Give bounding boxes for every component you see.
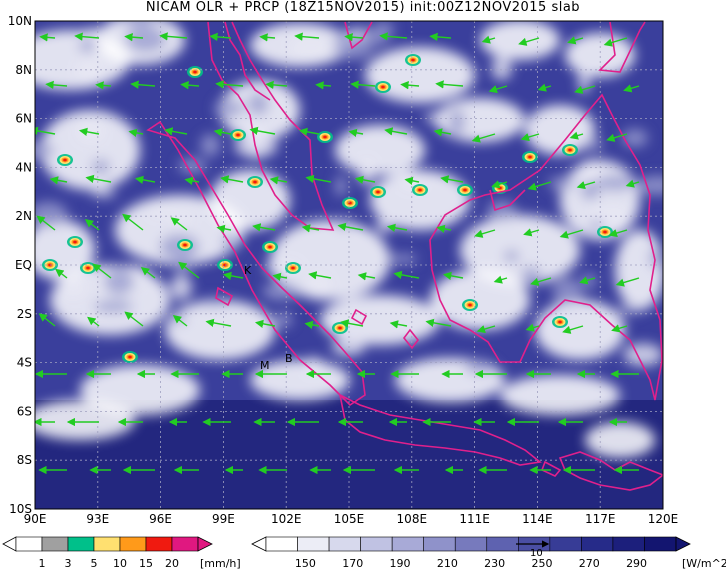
olr-tick-label: 230 — [484, 557, 505, 570]
precip-tick-label: 1 — [39, 557, 46, 570]
olr-swatch — [423, 536, 456, 552]
y-tick-label: 4S — [17, 356, 32, 370]
x-tick-label: 99E — [212, 512, 235, 526]
olr-tick-label: 290 — [626, 557, 647, 570]
precip-tick-label: 3 — [65, 557, 72, 570]
precip-tick-label: 10 — [113, 557, 127, 570]
x-tick-label: 114E — [522, 512, 553, 526]
x-tick-label: 93E — [86, 512, 109, 526]
y-tick-label: 8S — [17, 453, 32, 467]
y-tick-label: 10N — [8, 14, 32, 28]
precip-swatch — [145, 536, 173, 552]
olr-swatch — [265, 536, 298, 552]
reference-wind-label: 10 — [530, 548, 543, 559]
x-tick-label: 120E — [648, 512, 679, 526]
olr-field: K M B — [35, 21, 663, 509]
precip-tick-label: 20 — [165, 557, 179, 570]
olr-swatch — [612, 536, 645, 552]
olr-tick-label: 210 — [437, 557, 458, 570]
precip-swatch — [67, 536, 95, 552]
map-frame — [34, 20, 664, 510]
grid-lines — [35, 21, 663, 509]
olr-tick-label: 150 — [295, 557, 316, 570]
station-marker-k: K — [244, 264, 252, 277]
y-tick-label: 2N — [15, 209, 32, 223]
olr-swatch — [454, 536, 488, 552]
olr-swatch — [328, 536, 361, 552]
precip-swatch — [15, 536, 43, 552]
precip-colorbar: 1 3 5 10 15 20 [mm/h] — [2, 536, 241, 570]
olr-swatch — [549, 536, 582, 552]
precip-swatch — [41, 536, 69, 552]
x-tick-label: 96E — [149, 512, 172, 526]
precip-swatch — [119, 536, 147, 552]
olr-tick-label: 250 — [531, 557, 552, 570]
x-axis-labels: 90E 93E 96E 99E 102E 105E 108E 111E 114E 117E 120E — [24, 512, 679, 526]
olr-tick-label: 190 — [390, 557, 411, 570]
precip-tick-label: 5 — [91, 557, 98, 570]
olr-swatch — [391, 536, 424, 552]
y-tick-label: EQ — [15, 258, 32, 272]
x-tick-label: 102E — [271, 512, 302, 526]
station-marker-b: B — [285, 352, 293, 365]
olr-swatch — [644, 536, 677, 552]
y-tick-label: 6S — [17, 404, 32, 418]
olr-swatch — [297, 536, 330, 552]
y-axis-labels: 10N 8N 6N 4N 2N EQ 2S 4S 6S 8S 10S — [8, 14, 32, 516]
precip-swatch — [171, 536, 199, 552]
coastlines — [146, 21, 663, 491]
x-tick-label: 117E — [585, 512, 616, 526]
y-tick-label: 8N — [15, 63, 32, 77]
y-tick-label: 10S — [9, 502, 32, 516]
x-tick-label: 108E — [397, 512, 428, 526]
x-tick-label: 90E — [24, 512, 47, 526]
precip-swatch — [93, 536, 121, 552]
olr-swatch — [581, 536, 614, 552]
y-tick-label: 2S — [17, 307, 32, 321]
station-marker-m: M — [260, 359, 270, 372]
olr-tick-label: 170 — [342, 557, 363, 570]
x-tick-label: 105E — [334, 512, 365, 526]
olr-swatch — [360, 536, 393, 552]
olr-swatch — [486, 536, 519, 552]
olr-unit: [W/m^2] — [682, 557, 726, 570]
olr-tick-label: 270 — [579, 557, 600, 570]
precip-tick-label: 15 — [139, 557, 153, 570]
x-tick-label: 111E — [459, 512, 490, 526]
map-title: NICAM OLR + PRCP (18Z15NOV2015) init:00Z… — [145, 0, 581, 15]
y-tick-label: 6N — [15, 112, 32, 126]
precip-unit: [mm/h] — [200, 557, 241, 570]
y-tick-label: 4N — [15, 160, 32, 174]
olr-colorbar: 150 170 190 210 230 250 270 290 [W/m^2] 10 — [251, 536, 726, 570]
wind-vectors — [35, 32, 640, 475]
